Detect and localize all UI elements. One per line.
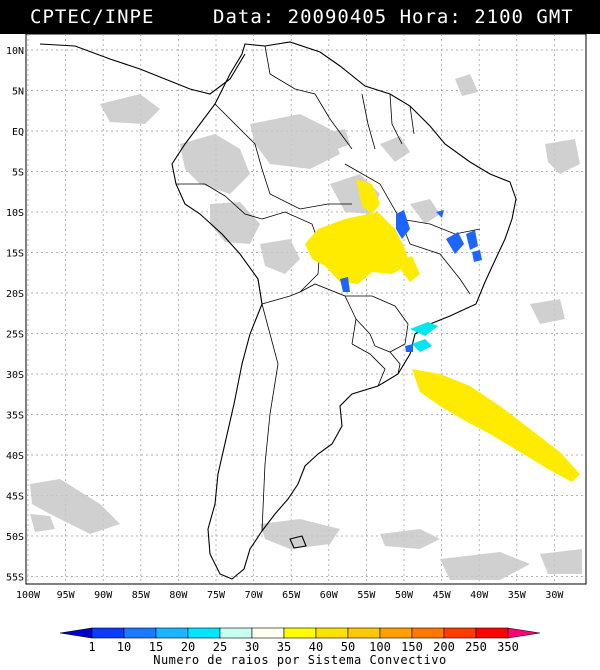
colorbar-swatch <box>123 627 157 639</box>
lightning-blue <box>340 210 482 352</box>
colorbar-swatch <box>251 627 285 639</box>
colorbar-label: 35 <box>277 640 291 652</box>
lon-label: 55W <box>357 590 376 600</box>
colorbar-label: 350 <box>497 640 519 652</box>
lat-label: 25S <box>6 330 24 341</box>
lat-label: 55S <box>6 573 24 584</box>
lat-label: 50S <box>6 532 24 543</box>
lon-label: 30W <box>545 590 564 600</box>
lon-label: 65W <box>282 590 301 600</box>
colorbar-swatch <box>379 627 413 639</box>
longitude-labels: 100W 95W 90W 85W 80W 75W 70W 65W 60W 55W 50W 45W 40W… <box>16 590 564 600</box>
lon-label: 70W <box>245 590 264 600</box>
lat-label: EQ <box>12 127 24 138</box>
lon-label: 85W <box>132 590 151 600</box>
lat-label: 10N <box>6 46 24 57</box>
colorbar-title: Numero de raios por Sistema Convectivo <box>153 653 447 667</box>
colorbar-label: 150 <box>401 640 423 652</box>
lon-label: 35W <box>508 590 527 600</box>
latitude-labels: 10N 5N EQ 5S 10S 15S 20S 25S 30S 35S 40S 45S 50S 55S <box>6 46 24 584</box>
colorbar-label: 20 <box>181 640 195 652</box>
colorbar-swatch <box>315 627 349 639</box>
lightning-cyan <box>410 322 438 352</box>
header-bar: CPTEC/INPE Data: 20090405 Hora: 2100 GMT <box>0 0 600 34</box>
lon-label: 100W <box>16 590 41 600</box>
lon-label: 75W <box>207 590 226 600</box>
colorbar-label: 25 <box>213 640 227 652</box>
lightning-map: 10N5NEQ5S10S15S20S25S30S35S40S45S50S55S … <box>6 34 587 600</box>
lat-label: 35S <box>6 411 24 422</box>
colorbar-label: 50 <box>341 640 355 652</box>
lon-label: 45W <box>433 590 452 600</box>
colorbar-label: 100 <box>369 640 391 652</box>
colorbar-label: 250 <box>465 640 487 652</box>
lat-label: 5N <box>12 87 24 98</box>
colorbar: 1 10 15 20 25 30 35 40 50 100 150 200 250 350 <box>59 627 541 652</box>
agency-label: CPTEC/INPE <box>30 6 155 28</box>
colorbar-swatch <box>443 627 477 639</box>
lat-label: 20S <box>6 289 24 300</box>
colorbar-label: 200 <box>433 640 455 652</box>
colorbar-swatch <box>411 627 445 639</box>
continent-outline <box>39 41 517 580</box>
colorbar-swatch <box>155 627 189 639</box>
colorbar-swatch <box>475 627 509 639</box>
colorbar-swatch <box>507 627 541 639</box>
lat-label: 5S <box>12 168 24 179</box>
lon-label: 40W <box>470 590 489 600</box>
colorbar-swatch <box>91 627 125 639</box>
colorbar-swatch <box>187 627 221 639</box>
lat-label: 15S <box>6 249 24 260</box>
colorbar-label: 30 <box>245 640 259 652</box>
lat-label: 10S <box>6 208 24 219</box>
lon-label: 80W <box>169 590 188 600</box>
colorbar-swatch <box>347 627 381 639</box>
lon-label: 95W <box>57 590 76 600</box>
colorbar-swatch <box>283 627 317 639</box>
colorbar-swatch <box>59 627 93 639</box>
lon-label: 50W <box>395 590 414 600</box>
country-borders <box>176 45 481 532</box>
colorbar-label: 1 <box>88 640 95 652</box>
lightning-yellow <box>305 179 580 482</box>
colorbar-label: 15 <box>149 640 163 652</box>
colorbar-swatch <box>219 627 253 639</box>
lon-label: 60W <box>320 590 339 600</box>
colorbar-label: 40 <box>309 640 323 652</box>
lat-label: 40S <box>6 451 24 462</box>
lat-label: 30S <box>6 370 24 381</box>
lon-label: 90W <box>94 590 113 600</box>
lat-label: 45S <box>6 492 24 503</box>
timestamp-label: Data: 20090405 Hora: 2100 GMT <box>213 6 574 28</box>
cloud-cover <box>30 74 582 580</box>
colorbar-label: 10 <box>117 640 131 652</box>
